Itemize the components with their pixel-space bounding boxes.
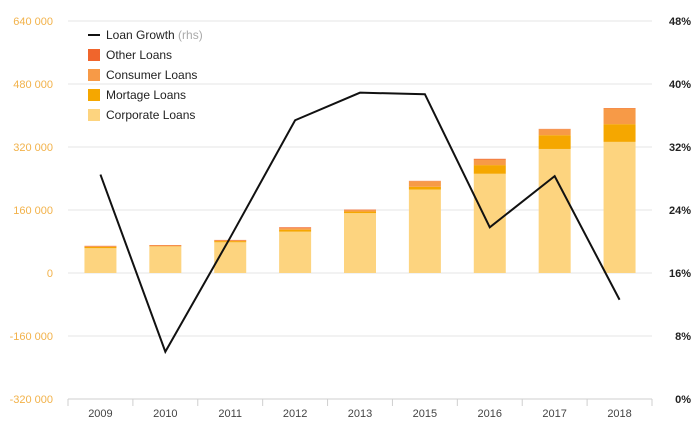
bar-segment-mortage-loans [214, 241, 247, 243]
bar-segment-mortage-loans [408, 186, 441, 190]
x-tick-label: 2012 [283, 408, 307, 420]
legend-label: Other Loans [106, 48, 172, 62]
bar-segment-consumer-loans [279, 228, 312, 230]
bar-segment-mortage-loans [344, 211, 376, 214]
bar-segment-consumer-loans [603, 108, 636, 125]
legend-item: Corporate Loans [88, 108, 195, 122]
x-tick-label: 2017 [542, 408, 566, 420]
bar-segment-mortage-loans [538, 135, 571, 149]
bar-segment-corporate-loans [344, 213, 376, 273]
line-layer [99, 91, 621, 355]
bar-segment-other-loans [473, 158, 506, 160]
legend-item: Other Loans [88, 48, 172, 62]
bar-segment-corporate-loans [408, 189, 441, 273]
x-tick-label: 2018 [607, 408, 631, 420]
bar-segment-mortage-loans [84, 247, 117, 249]
y-left-tick-label: 640 000 [13, 16, 53, 28]
y-left-tick-label: 480 000 [13, 79, 53, 91]
bar-segment-mortage-loans [473, 165, 506, 174]
y-left-tick-label: 320 000 [13, 142, 53, 154]
bar-segment-corporate-loans [538, 148, 571, 273]
x-tick-label: 2013 [348, 408, 372, 420]
bar-segment-consumer-loans [149, 245, 182, 247]
legend-item: Mortage Loans [88, 88, 186, 102]
x-tick-label: 2015 [413, 408, 437, 420]
y-right-tick-label: 48% [669, 16, 691, 28]
bar-segment-corporate-loans [603, 141, 636, 273]
x-tick-label: 2009 [88, 408, 112, 420]
bar-segment-mortage-loans [279, 229, 312, 232]
bar-segment-corporate-loans [473, 173, 506, 273]
bar-segment-consumer-loans [84, 246, 117, 248]
bar-segment-consumer-loans [408, 181, 441, 187]
x-tick-label: 2011 [218, 408, 242, 420]
y-right-tick-label: 8% [675, 331, 691, 343]
y-left-tick-label: 0 [47, 268, 53, 280]
legend-swatch [88, 69, 100, 81]
bar-segment-corporate-loans [149, 246, 182, 273]
y-right-tick-label: 16% [669, 268, 691, 280]
legend-label: Mortage Loans [106, 88, 186, 102]
x-tick-label: 2010 [153, 408, 177, 420]
legend-swatch [88, 49, 100, 61]
legend-item: Consumer Loans [88, 68, 197, 82]
axes-layer: -320 000 -160 000 0 160 000 320 000 480 000 64… [10, 16, 692, 420]
y-left-tick-label: -160 000 [10, 331, 53, 343]
bar-segment-corporate-loans [84, 248, 117, 273]
legend-label: Corporate Loans [106, 108, 195, 122]
bar-segment-corporate-loans [279, 231, 312, 273]
y-right-tick-label: 32% [669, 142, 691, 154]
bar-segment-mortage-loans [603, 124, 636, 142]
bar-segment-consumer-loans [538, 129, 571, 136]
legend-swatch [88, 109, 100, 121]
legend-swatch [88, 89, 100, 101]
y-right-tick-label: 0% [675, 394, 691, 406]
bar-segment-consumer-loans [214, 240, 247, 242]
legend-label: Loan Growth (rhs) [106, 28, 203, 42]
y-left-tick-label: -320 000 [10, 394, 53, 406]
bar-segment-consumer-loans [344, 210, 376, 212]
legend-item: Loan Growth (rhs) [88, 28, 203, 42]
bar-segment-consumer-loans [473, 159, 506, 166]
legend-label: Consumer Loans [106, 68, 197, 82]
legend-note: (rhs) [178, 28, 203, 42]
loan-growth-line [99, 91, 621, 355]
y-right-tick-label: 24% [669, 205, 691, 217]
y-right-tick-label: 40% [669, 79, 691, 91]
y-left-tick-label: 160 000 [13, 205, 53, 217]
bar-segment-other-loans [279, 227, 312, 229]
legend: Loan Growth (rhs) Other Loans Consumer Loa… [88, 28, 203, 122]
bars-layer [84, 108, 636, 273]
x-tick-label: 2016 [478, 408, 502, 420]
